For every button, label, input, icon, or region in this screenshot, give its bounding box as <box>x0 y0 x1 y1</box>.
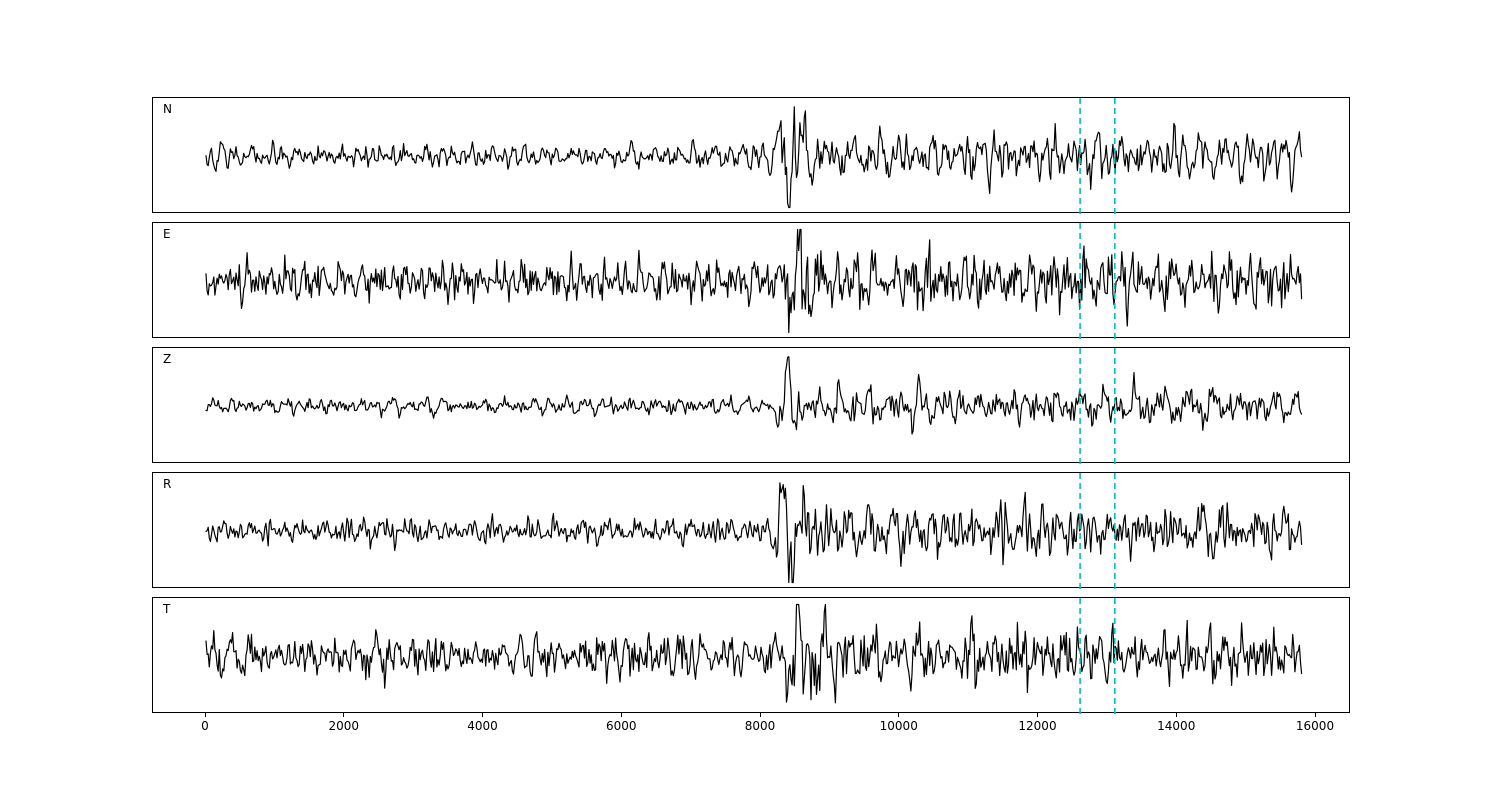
x-tick-mark <box>1037 713 1038 717</box>
seismogram-panel-E: E <box>152 222 1350 339</box>
panel-label: E <box>163 227 171 241</box>
x-tick-label: 6000 <box>605 719 637 733</box>
waveform-trace-Z <box>205 356 1303 435</box>
x-tick-mark <box>620 713 622 717</box>
panel-plot-area <box>205 348 1303 464</box>
panel-plot-area <box>205 598 1303 714</box>
x-tick-mark <box>1175 713 1177 717</box>
waveform-trace-R <box>205 482 1303 584</box>
x-tick-mark <box>759 713 761 717</box>
x-tick-label: 8000 <box>744 719 776 733</box>
waveform-trace-E <box>205 228 1303 334</box>
x-tick-label: 14000 <box>1157 719 1196 733</box>
seismogram-panel-T: T <box>152 597 1350 714</box>
panel-label: Z <box>163 352 172 366</box>
waveform-trace-T <box>205 603 1303 704</box>
panel-label: N <box>163 102 172 116</box>
x-tick-label: 12000 <box>1018 719 1057 733</box>
seismogram-panel-R: R <box>152 472 1350 589</box>
seismogram-panel-Z: Z <box>152 347 1350 464</box>
x-tick-mark <box>482 713 483 717</box>
seismogram-panel-N: N <box>152 97 1350 214</box>
x-tick-label: 16000 <box>1295 719 1335 733</box>
x-tick-mark <box>1314 713 1316 717</box>
panel-label: T <box>163 602 171 616</box>
panel-label: R <box>163 477 172 491</box>
x-tick-mark <box>343 713 345 717</box>
x-tick-label: 0 <box>201 719 209 733</box>
panel-plot-area <box>205 473 1303 589</box>
panel-plot-area <box>205 223 1303 339</box>
x-tick-mark <box>204 713 206 717</box>
waveform-trace-N <box>205 106 1303 209</box>
x-tick-label: 10000 <box>879 719 918 733</box>
x-tick-mark <box>898 713 900 717</box>
panel-plot-area <box>205 98 1303 214</box>
x-tick-label: 2000 <box>328 719 360 733</box>
x-tick-label: 4000 <box>467 719 498 733</box>
